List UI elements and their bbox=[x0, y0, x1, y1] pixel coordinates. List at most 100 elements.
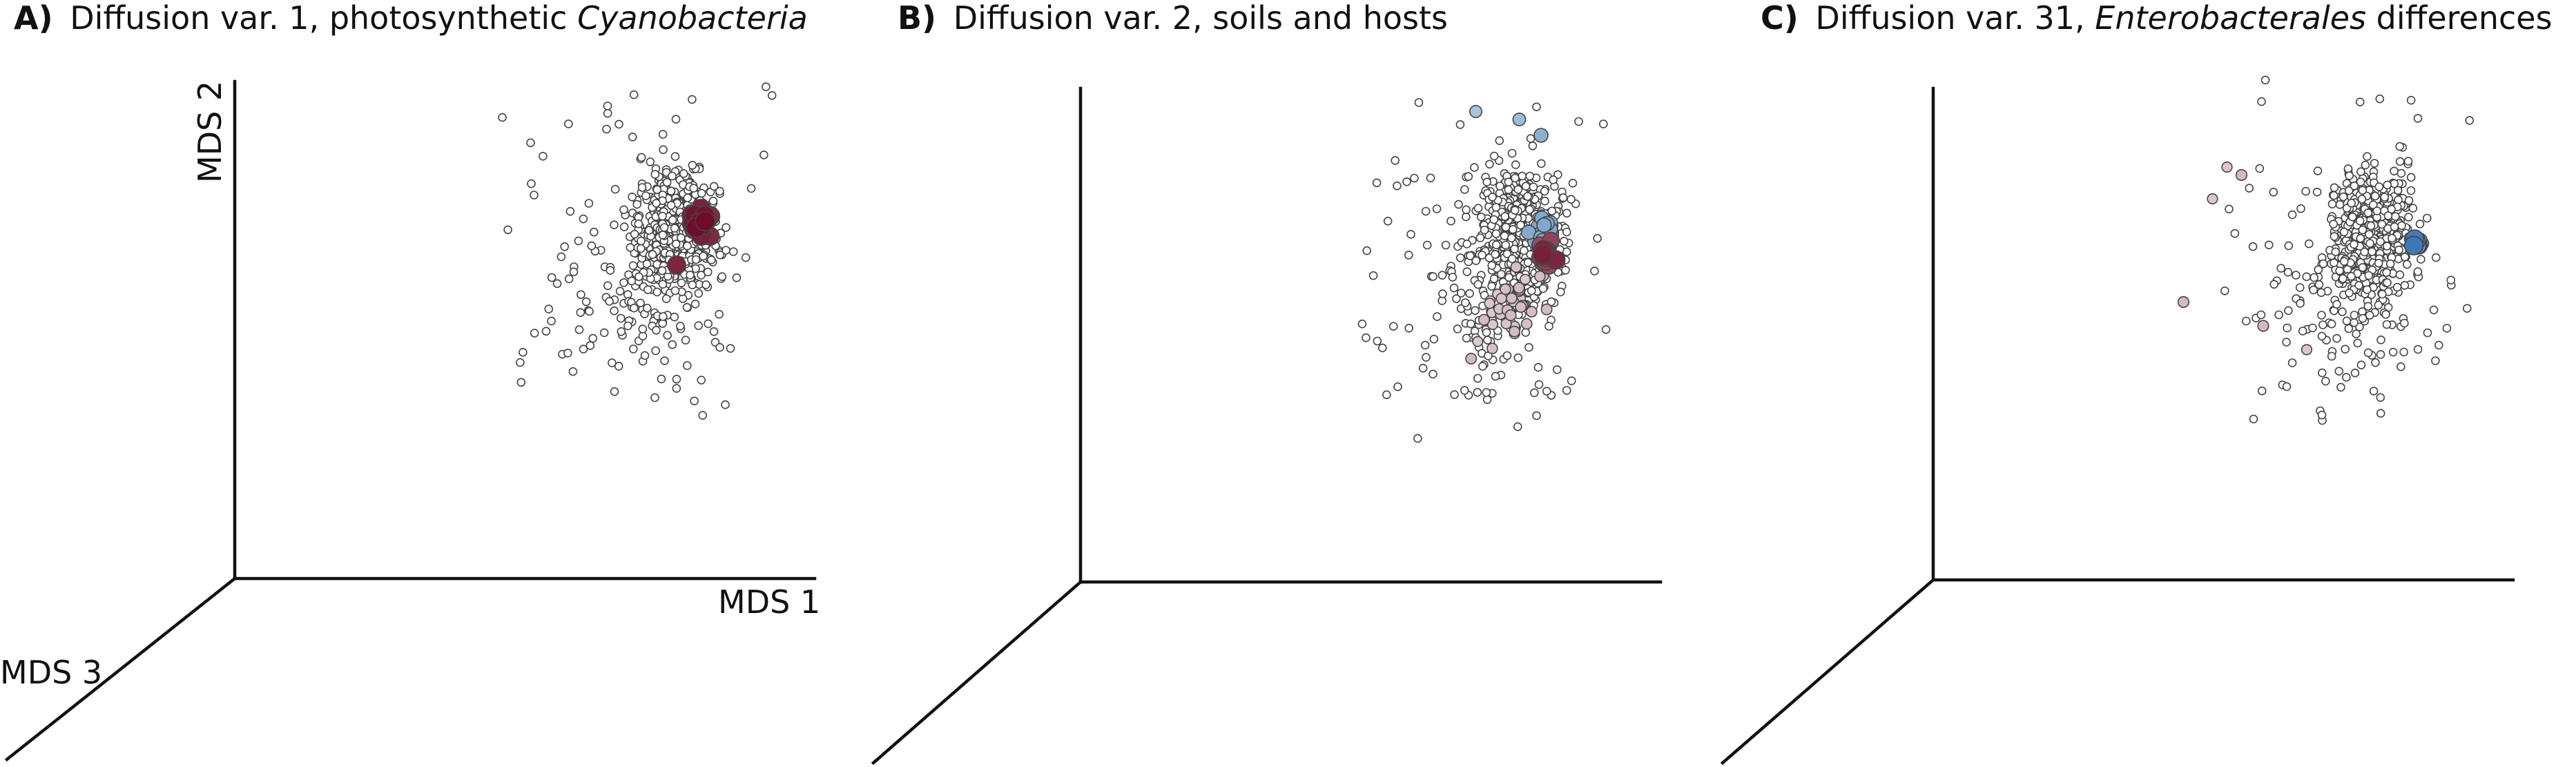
scatter-point bbox=[565, 206, 575, 216]
scatter-point bbox=[638, 324, 648, 333]
scatter-point bbox=[636, 244, 646, 253]
scatter-point bbox=[1391, 156, 1400, 165]
scatter-point bbox=[1402, 177, 1411, 186]
scatter-point bbox=[2241, 316, 2251, 326]
scatter-point bbox=[1357, 319, 1367, 329]
scatter-point bbox=[1561, 265, 1570, 275]
scatter-point bbox=[715, 186, 724, 196]
scatter-point bbox=[2374, 300, 2383, 310]
scatter-point bbox=[2406, 95, 2416, 105]
scatter-point bbox=[709, 327, 719, 336]
scatter-point bbox=[690, 299, 700, 309]
scatter-point bbox=[663, 331, 672, 340]
scatter-point bbox=[1560, 236, 1569, 246]
scatter-point bbox=[2353, 338, 2363, 348]
scatter-point bbox=[2382, 268, 2391, 278]
scatter-point bbox=[1455, 120, 1465, 129]
scatter-point bbox=[2415, 220, 2425, 229]
scatter-point bbox=[701, 280, 710, 289]
scatter-point bbox=[2431, 356, 2440, 365]
scatter-point bbox=[715, 309, 724, 319]
scatter-point bbox=[2380, 193, 2390, 202]
scatter-point bbox=[2392, 282, 2402, 292]
scatter-point bbox=[1418, 363, 1428, 373]
scatter-point bbox=[2339, 257, 2349, 266]
scatter-point bbox=[634, 219, 643, 229]
panel-c-title-italic: Enterobacterales bbox=[2095, 0, 2366, 37]
scatter-point bbox=[2331, 247, 2341, 257]
scatter-point bbox=[2345, 288, 2354, 298]
scatter-point bbox=[2355, 216, 2365, 226]
scatter-point bbox=[683, 193, 693, 202]
scatter-point bbox=[526, 138, 535, 148]
scatter-point bbox=[668, 215, 677, 225]
scatter-point bbox=[1515, 301, 1527, 313]
scatter-point bbox=[1484, 298, 1495, 309]
scatter-point bbox=[1534, 380, 1544, 389]
scatter-point bbox=[2357, 195, 2367, 204]
scatter-point bbox=[1454, 200, 1463, 209]
scatter-point bbox=[1476, 212, 1486, 222]
scatter-point bbox=[556, 252, 566, 262]
scatter-point bbox=[628, 133, 637, 142]
panel-a-title: A) Diffusion var. 1, photosynthetic Cyan… bbox=[14, 0, 808, 37]
scatter-point bbox=[617, 327, 626, 336]
scatter-point bbox=[1410, 173, 1419, 183]
scatter-point bbox=[605, 297, 614, 306]
scatter-point bbox=[1504, 185, 1513, 195]
scatter-point bbox=[2314, 280, 2324, 289]
scatter-point bbox=[539, 152, 548, 161]
scatter-point bbox=[2338, 192, 2348, 202]
scatter-point bbox=[637, 183, 647, 192]
scatter-point bbox=[2358, 313, 2367, 323]
scatter-point bbox=[1461, 212, 1471, 222]
scatter-point bbox=[741, 253, 750, 262]
scatter-point bbox=[1429, 272, 1437, 281]
scatter-point bbox=[587, 241, 597, 251]
scatter-point bbox=[619, 278, 628, 287]
scatter-point bbox=[1470, 163, 1479, 172]
scatter-point bbox=[2225, 204, 2234, 214]
scatter-point bbox=[2335, 266, 2345, 275]
scatter-point bbox=[2423, 213, 2432, 223]
scatter-point bbox=[1487, 282, 1496, 291]
scatter-point bbox=[541, 327, 551, 336]
scatter-point bbox=[1506, 292, 1518, 304]
scatter-point bbox=[1473, 373, 1482, 383]
scatter-point bbox=[1491, 229, 1501, 238]
scatter-point bbox=[643, 285, 652, 295]
scatter-point bbox=[671, 240, 681, 249]
scatter-point bbox=[1524, 342, 1533, 352]
scatter-point bbox=[704, 267, 713, 277]
scatter-point bbox=[1465, 289, 1474, 298]
scatter-point bbox=[2287, 358, 2297, 367]
scatter-point bbox=[1532, 411, 1541, 420]
scatter-point bbox=[564, 274, 574, 284]
scatter-point bbox=[2363, 285, 2372, 294]
scatter-point bbox=[2338, 307, 2347, 316]
scatter-point bbox=[2347, 212, 2357, 222]
scatter-point bbox=[2336, 382, 2345, 392]
scatter-point bbox=[671, 115, 681, 124]
scatter-point bbox=[642, 303, 652, 313]
scatter-point bbox=[1502, 351, 1512, 360]
scatter-point bbox=[1452, 294, 1461, 304]
scatter-point bbox=[1500, 283, 1511, 295]
scatter-point bbox=[1438, 289, 1447, 298]
scatter-point bbox=[1501, 240, 1511, 250]
scatter-point bbox=[2344, 324, 2354, 333]
scatter-point bbox=[2376, 335, 2385, 344]
scatter-point bbox=[677, 233, 686, 242]
scatter-point bbox=[2408, 204, 2418, 213]
scatter-point bbox=[1547, 206, 1557, 216]
scatter-point bbox=[2369, 387, 2379, 396]
scatter-point bbox=[659, 223, 669, 232]
scatter-point bbox=[1446, 216, 1455, 226]
scatter-point bbox=[2342, 316, 2352, 326]
scatter-point bbox=[2413, 267, 2423, 276]
scatter-point bbox=[2383, 180, 2392, 190]
panel-c-letter: C) bbox=[1761, 0, 1799, 37]
scatter-point bbox=[1406, 230, 1415, 239]
scatter-point bbox=[2352, 329, 2361, 339]
scatter-point bbox=[2363, 348, 2373, 358]
